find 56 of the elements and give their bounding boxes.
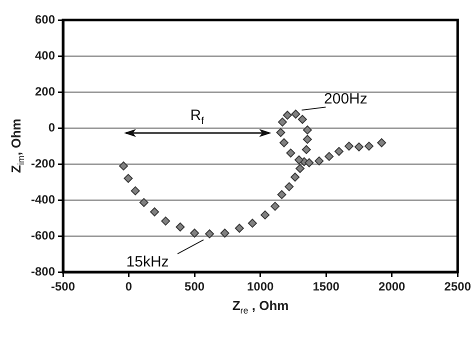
point [277, 190, 286, 200]
point [248, 218, 257, 228]
point [220, 228, 230, 238]
point [364, 142, 374, 151]
point [302, 134, 312, 144]
point [304, 158, 314, 168]
x-tick-label: -500 [50, 280, 76, 294]
point [234, 224, 244, 233]
point [190, 228, 200, 238]
y-tick-label: -200 [30, 156, 56, 170]
point [344, 142, 354, 151]
y-tick-label: 200 [34, 84, 56, 98]
point [302, 125, 312, 134]
point [270, 202, 280, 211]
point [139, 198, 148, 208]
point [205, 229, 214, 238]
point [298, 114, 307, 124]
x-tick-label: 1500 [312, 280, 340, 294]
point [334, 146, 344, 156]
point [276, 128, 286, 137]
point [296, 164, 305, 173]
y-tick-label: 0 [48, 120, 56, 134]
y-tick-label: -400 [30, 192, 56, 206]
y-tick-label: -600 [30, 228, 56, 242]
point [150, 207, 160, 216]
point [280, 138, 289, 148]
point [282, 110, 292, 120]
annotation: R$_{f}$ [190, 107, 204, 127]
x-axis-title: Z$_{re}$ , Ohm [232, 298, 289, 316]
point [260, 210, 270, 220]
annotation: 15kHz [126, 253, 169, 270]
point [124, 174, 133, 183]
x-tick-label: 2000 [378, 280, 406, 294]
y-tick-label: -800 [30, 264, 56, 278]
x-tick-label: 1000 [246, 280, 274, 294]
point [377, 138, 386, 148]
point [284, 182, 294, 192]
point [302, 145, 311, 154]
point [176, 222, 185, 232]
point [290, 172, 300, 182]
y-tick-label: 600 [34, 12, 56, 26]
annotation: 200Hz [324, 90, 368, 108]
point [354, 142, 364, 152]
point [161, 216, 170, 226]
point [294, 155, 304, 164]
point [291, 110, 300, 119]
point [130, 186, 140, 196]
point [314, 156, 324, 166]
point [119, 161, 128, 170]
point [278, 118, 287, 127]
point [324, 152, 334, 161]
x-tick-label: 500 [184, 280, 205, 294]
y-tick-label: 400 [34, 48, 56, 62]
x-tick-label: 0 [125, 280, 132, 294]
x-tick-label: 2500 [444, 280, 472, 294]
point [286, 148, 296, 158]
